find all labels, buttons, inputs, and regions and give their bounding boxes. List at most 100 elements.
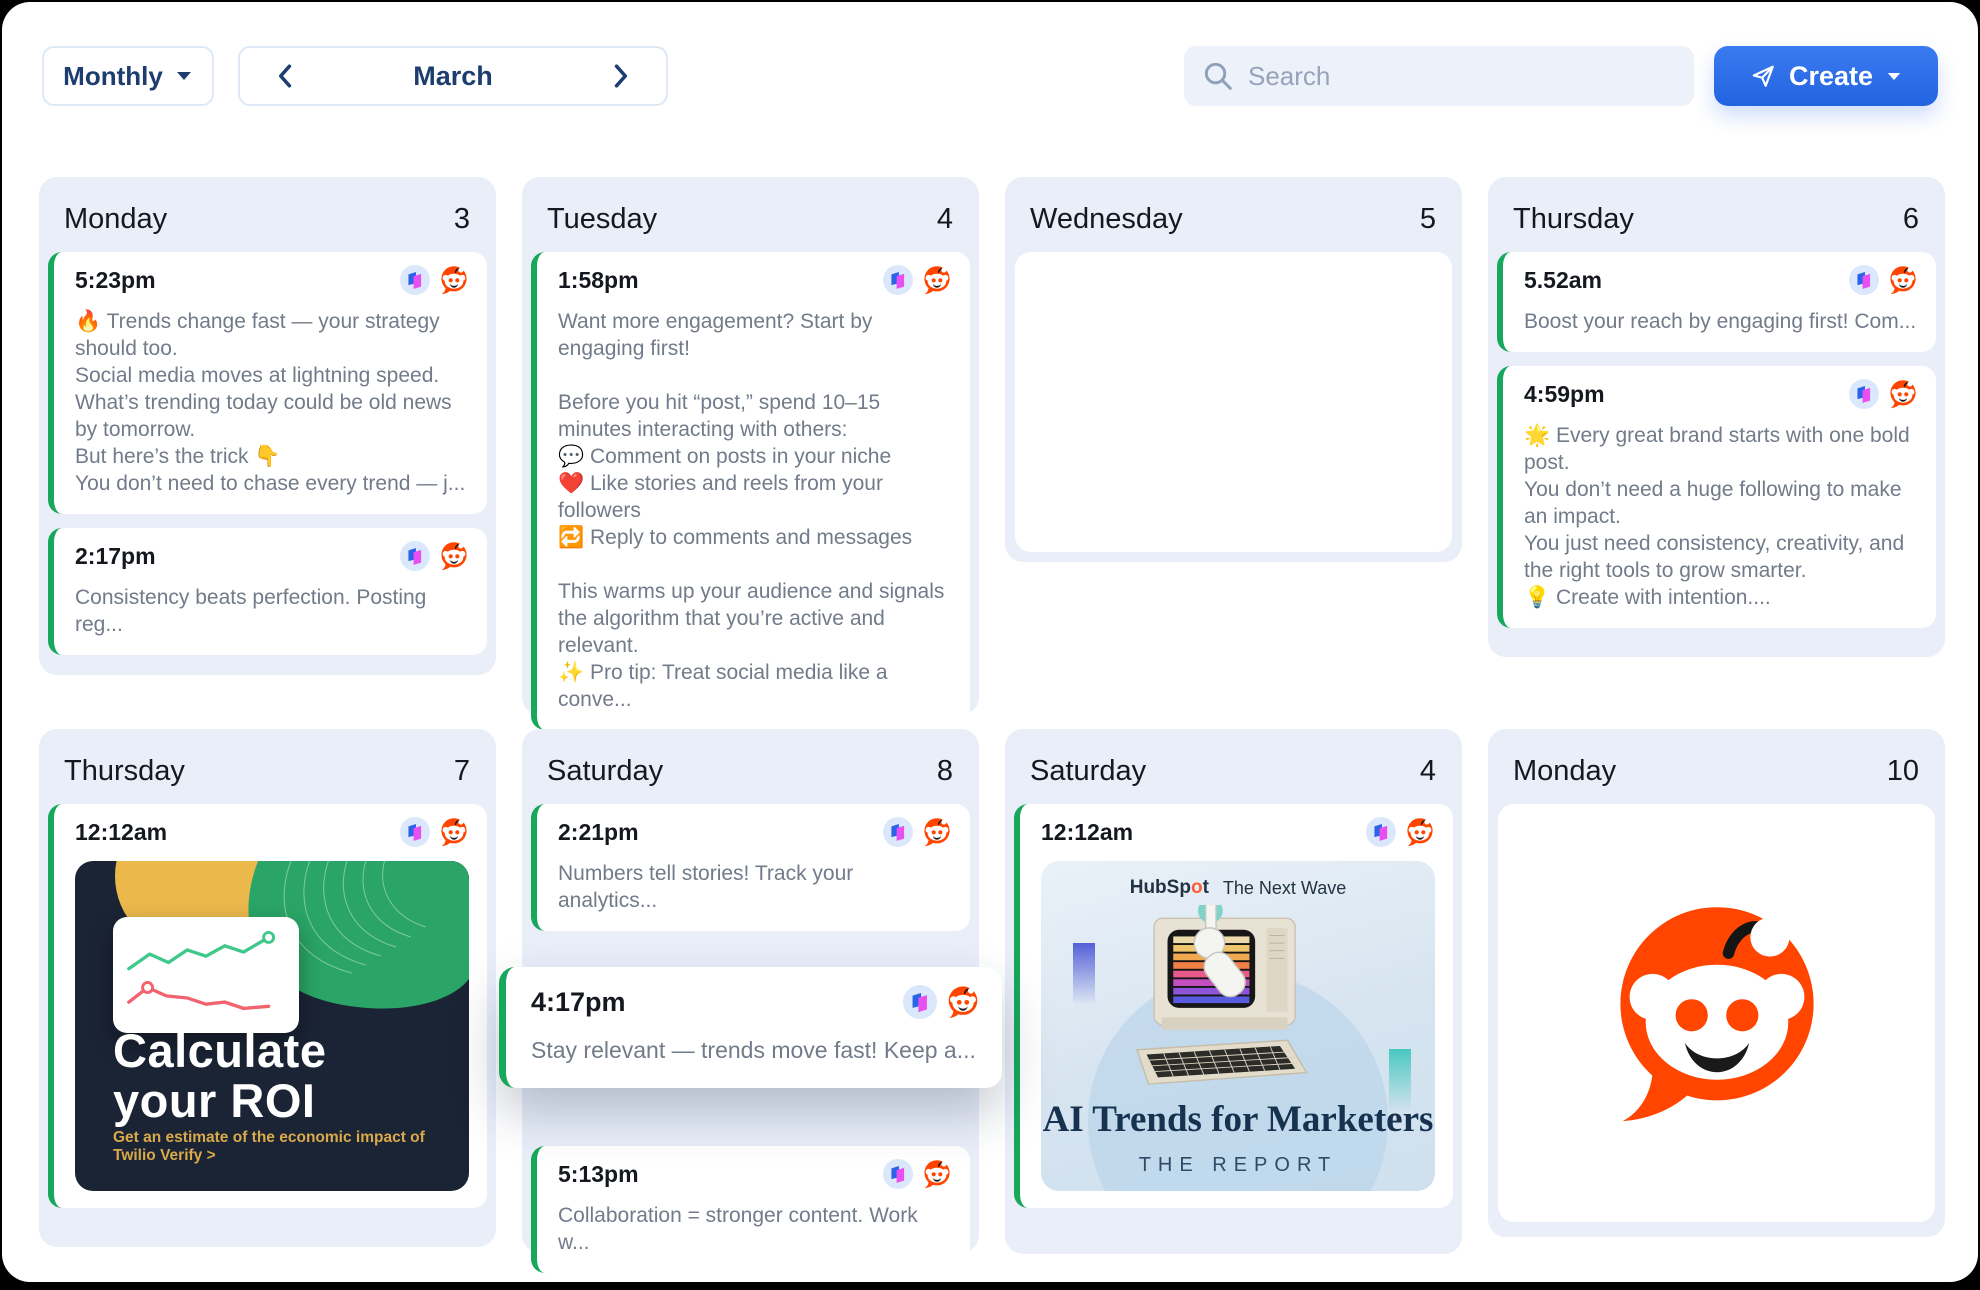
create-button-label: Create xyxy=(1788,60,1874,91)
reddit-icon xyxy=(1888,265,1918,295)
post-time: 1:58pm xyxy=(558,266,639,293)
post-time: 12:12am xyxy=(75,818,168,845)
image-title: Calculate your ROI xyxy=(113,1024,327,1127)
day-name: Wednesday xyxy=(1030,203,1183,235)
brand-channels-icon xyxy=(400,541,430,571)
month-navigator: March xyxy=(238,46,668,106)
calendar-board: Monday 3 5:23pm 🔥 Trends change fast — y… xyxy=(39,177,1945,1273)
post-time: 2:21pm xyxy=(558,818,639,845)
day-name: Monday xyxy=(64,203,168,235)
image-subtitle: THE REPORT xyxy=(1138,1154,1338,1176)
post-time: 5.52am xyxy=(1524,266,1603,293)
image-cta: Get an estimate of the economic impact o… xyxy=(113,1129,425,1164)
post-body: Collaboration = stronger content. Work w… xyxy=(558,1204,918,1254)
post-body: Stay relevant — trends move fast! Keep a… xyxy=(531,1037,976,1063)
day-number: 4 xyxy=(936,203,953,235)
post-body: 🔥 Trends change fast — your strategy sho… xyxy=(75,310,466,495)
media-preview-zone[interactable] xyxy=(1498,804,1935,1222)
day-header: Saturday 4 xyxy=(1005,729,1462,804)
day-card-monday-3: Monday 3 5:23pm 🔥 Trends change fast — y… xyxy=(39,177,496,675)
empty-drop-zone[interactable] xyxy=(1015,252,1452,552)
search-input[interactable] xyxy=(1248,60,1676,92)
day-number: 6 xyxy=(1902,203,1919,235)
post-card[interactable]: 5:23pm 🔥 Trends change fast — your strat… xyxy=(48,252,487,514)
post-card[interactable]: 12:12am xyxy=(1014,804,1453,1208)
post-image-hubspot-report: HubSpot The Next Wave AI Trends for Mark… xyxy=(1041,861,1435,1191)
brand-channels-icon xyxy=(903,985,937,1019)
day-header: Tuesday 4 xyxy=(522,177,979,252)
brand-channels-icon xyxy=(400,817,430,847)
day-number: 3 xyxy=(453,203,470,235)
decorative-bar xyxy=(1389,1049,1411,1111)
post-card[interactable]: 2:21pm Numbers tell stories! Track your … xyxy=(531,804,970,931)
next-month-button[interactable] xyxy=(602,56,642,96)
post-time: 5:23pm xyxy=(75,266,156,293)
post-card-dragging[interactable]: 4:17pm Stay relevant — trends move fast!… xyxy=(499,967,1002,1088)
search-bar[interactable] xyxy=(1184,46,1694,106)
series-logo: The Next Wave xyxy=(1222,877,1347,898)
post-card[interactable]: 2:17pm Consistency beats perfection. Pos… xyxy=(48,528,487,655)
day-name: Tuesday xyxy=(547,203,658,235)
post-card[interactable]: 4:59pm 🌟 Every great brand starts with o… xyxy=(1497,366,1936,628)
day-card-monday-10: Monday 10 xyxy=(1488,729,1945,1237)
post-card[interactable]: 12:12am xyxy=(48,804,487,1208)
post-card[interactable]: 1:58pm Want more engagement? Start by en… xyxy=(531,252,970,730)
chevron-down-icon xyxy=(1887,72,1901,80)
day-number: 4 xyxy=(1419,755,1436,787)
reddit-icon xyxy=(1888,379,1918,409)
previous-month-button[interactable] xyxy=(264,56,304,96)
image-title: AI Trends for Marketers xyxy=(1042,1099,1434,1140)
decorative-bar xyxy=(1073,943,1095,1005)
day-name: Thursday xyxy=(64,755,185,787)
reddit-logo-large xyxy=(1602,893,1832,1133)
search-icon xyxy=(1204,62,1232,90)
day-name: Thursday xyxy=(1513,203,1634,235)
day-header: Monday 3 xyxy=(39,177,496,252)
day-header: Monday 10 xyxy=(1488,729,1945,804)
day-number: 8 xyxy=(936,755,953,787)
month-label: March xyxy=(413,60,493,91)
day-number: 10 xyxy=(1886,755,1919,787)
chevron-left-icon xyxy=(278,64,292,88)
create-button[interactable]: Create xyxy=(1714,46,1938,106)
day-header: Thursday 7 xyxy=(39,729,496,804)
mini-line-chart xyxy=(113,917,299,1033)
post-body: Numbers tell stories! Track your analyti… xyxy=(558,862,854,912)
day-header: Wednesday 5 xyxy=(1005,177,1462,252)
toolbar: Monthly March xyxy=(42,46,1938,106)
post-card[interactable]: 5.52am Boost your reach by engaging firs… xyxy=(1497,252,1936,352)
day-name: Saturday xyxy=(547,755,664,787)
reddit-icon xyxy=(439,541,469,571)
brand-channels-icon xyxy=(1849,379,1879,409)
chevron-right-icon xyxy=(614,64,628,88)
day-name: Saturday xyxy=(1030,755,1147,787)
brand-channels-icon xyxy=(400,265,430,295)
chevron-down-icon xyxy=(176,72,191,80)
day-number: 5 xyxy=(1419,203,1436,235)
reddit-icon xyxy=(1405,817,1435,847)
post-time: 4:59pm xyxy=(1524,380,1605,407)
post-body: 🌟 Every great brand starts with one bold… xyxy=(1524,424,1910,609)
post-time: 12:12am xyxy=(1041,818,1134,845)
hubspot-logo: HubSpot xyxy=(1129,877,1209,898)
day-header: Thursday 6 xyxy=(1488,177,1945,252)
post-image-twilio-roi: Calculate your ROI Get an estimate of th… xyxy=(75,861,469,1191)
reddit-icon xyxy=(439,265,469,295)
post-card[interactable]: 5:13pm Collaboration = stronger content.… xyxy=(531,1146,970,1273)
reddit-icon xyxy=(922,817,952,847)
post-body: Want more engagement? Start by engaging … xyxy=(558,310,945,711)
day-card-wednesday-5: Wednesday 5 xyxy=(1005,177,1462,562)
view-selector-button[interactable]: Monthly xyxy=(42,46,214,106)
reddit-icon xyxy=(946,985,980,1019)
post-body: Boost your reach by engaging first! Com.… xyxy=(1524,310,1917,333)
reddit-icon xyxy=(922,265,952,295)
view-selector-label: Monthly xyxy=(63,60,163,91)
post-body: Consistency beats perfection. Posting re… xyxy=(75,586,427,636)
reddit-icon xyxy=(922,1159,952,1189)
brand-channels-icon xyxy=(883,817,913,847)
day-header: Saturday 8 xyxy=(522,729,979,804)
day-card-thursday-7: Thursday 7 12:12am xyxy=(39,729,496,1247)
day-name: Monday xyxy=(1513,755,1617,787)
day-number: 7 xyxy=(453,755,470,787)
